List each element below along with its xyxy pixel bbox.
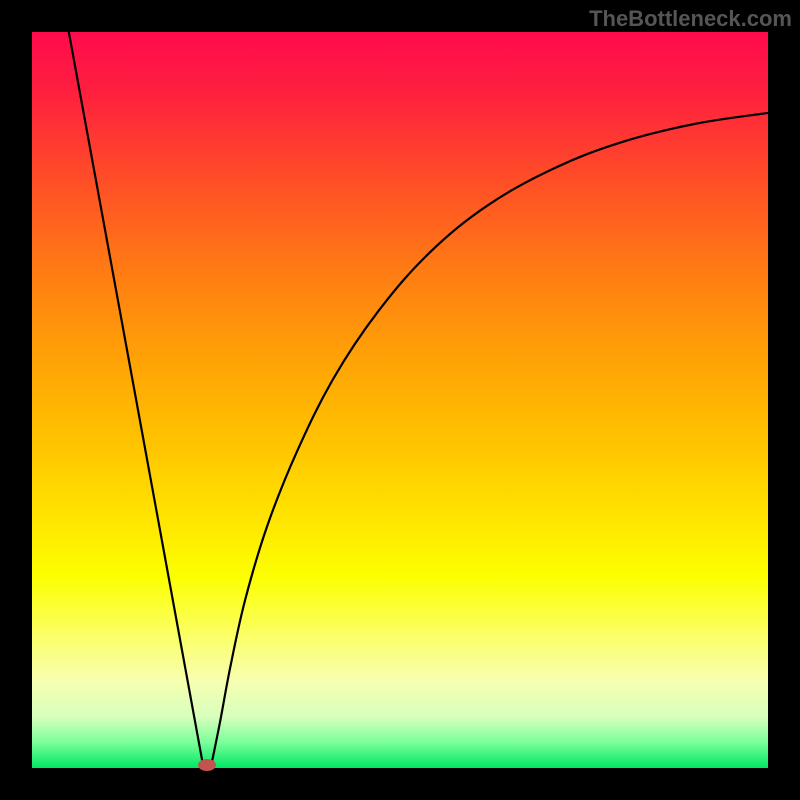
watermark-text: TheBottleneck.com	[589, 6, 792, 32]
plot-area	[32, 32, 768, 768]
minimum-marker	[198, 759, 216, 771]
